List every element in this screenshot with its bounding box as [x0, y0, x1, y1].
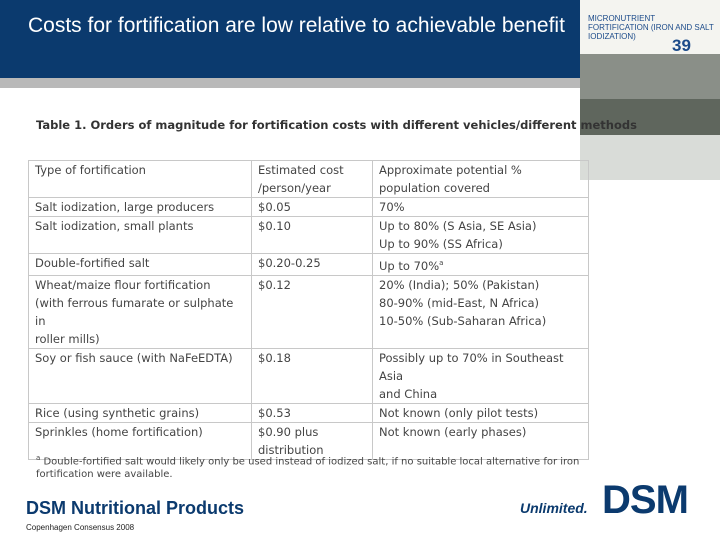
- event-name: Copenhagen Consensus 2008: [26, 523, 135, 532]
- cell-line: $0.10: [258, 219, 291, 233]
- cell-line: $0.05: [258, 200, 291, 214]
- table-cell: Not known (early phases): [372, 421, 589, 460]
- table-row: Sprinkles (home fortification) $0.90 plus…: [28, 421, 589, 460]
- cell-line: roller mills): [35, 331, 100, 346]
- cell-line: /person/year: [258, 181, 331, 195]
- table-row: Soy or fish sauce (with NaFeEDTA) $0.18 Po…: [28, 347, 589, 404]
- table-cell: Not known (only pilot tests): [372, 402, 589, 423]
- cell-line: $0.20-0.25: [258, 256, 321, 270]
- table-cell: $0.18: [251, 347, 373, 404]
- table-cell: 20% (India); 50% (Pakistan) 80-90% (mid-E…: [372, 274, 589, 349]
- table-cell: Salt iodization, large producers: [28, 197, 252, 217]
- cell-line: Not known (early phases): [379, 424, 527, 439]
- footnote-ref: a: [439, 259, 444, 267]
- table-row: Type of fortification Estimated cost/pers…: [28, 160, 589, 198]
- logo: DSM: [602, 478, 689, 522]
- cell-line: Rice (using synthetic grains): [35, 405, 200, 420]
- cell-line: and China: [379, 386, 438, 401]
- cell-line: $0.53: [258, 405, 291, 420]
- table-cell: $0.20-0.25: [251, 253, 373, 276]
- footnote-text: Double-fortified salt would likely only …: [36, 456, 580, 481]
- cell-line: distribution: [258, 442, 324, 457]
- cell-line: Possibly up to 70% in Southeast Asia: [379, 350, 564, 383]
- footnote-marker: a: [36, 454, 41, 462]
- table-cell: Approximate potential % population covere…: [372, 160, 589, 198]
- cell-line: Up to 90% (SS Africa): [379, 237, 503, 251]
- table-row: Salt iodization, small plants $0.10 Up to …: [28, 216, 589, 254]
- cell-line: Soy or fish sauce (with NaFeEDTA): [35, 350, 233, 365]
- slogan: Unlimited.: [520, 500, 588, 516]
- cell-line: 20% (India); 50% (Pakistan): [379, 277, 540, 292]
- cell-line: $0.90 plus: [258, 424, 319, 439]
- table-cell: Up to 70%a: [372, 253, 589, 276]
- table-cell: Rice (using synthetic grains): [28, 402, 252, 423]
- table-caption: Table 1. Orders of magnitude for fortifi…: [36, 118, 637, 132]
- slide-title: Costs for fortification are low relative…: [28, 14, 565, 37]
- cell-line: $0.18: [258, 350, 291, 365]
- table-cell: Up to 80% (S Asia, SE Asia) Up to 90% (SS…: [372, 216, 589, 254]
- table-row: Rice (using synthetic grains) $0.53 Not kn…: [28, 402, 589, 423]
- cell-line: Approximate potential %: [379, 163, 522, 177]
- table-cell: $0.53: [251, 402, 373, 423]
- cover-title: MICRONUTRIENT FORTIFICATION (IRON AND SA…: [588, 14, 714, 41]
- cell-line: Estimated cost: [258, 163, 344, 177]
- table-cell: Salt iodization, small plants: [28, 216, 252, 254]
- table-cell: Possibly up to 70% in Southeast Asia and …: [372, 347, 589, 404]
- table-cell: $0.10: [251, 216, 373, 254]
- cell-line: Up to 80% (S Asia, SE Asia): [379, 219, 537, 233]
- cell-line: Double-fortified salt: [35, 256, 150, 270]
- cell-line: Not known (only pilot tests): [379, 405, 539, 420]
- cell-line: Salt iodization, small plants: [35, 219, 194, 233]
- table-cell: $0.12: [251, 274, 373, 349]
- table-cell: 70%: [372, 197, 589, 217]
- cost-table: Type of fortification Estimated cost/pers…: [28, 160, 589, 460]
- company-name: DSM Nutritional Products: [26, 498, 245, 518]
- table-cell: Sprinkles (home fortification): [28, 421, 252, 460]
- cell-line: population covered: [379, 181, 490, 195]
- cover-image: [580, 0, 720, 180]
- header-bar: [0, 0, 580, 78]
- cell-line: Up to 70%a: [379, 258, 444, 273]
- cell-line: 80-90% (mid-East, N Africa): [379, 295, 540, 310]
- footnote: a Double-fortified salt would likely onl…: [36, 452, 596, 481]
- cell-line: Wheat/maize flour fortification: [35, 277, 211, 292]
- cell-line: Sprinkles (home fortification): [35, 424, 203, 439]
- slide-number: 39: [672, 36, 691, 55]
- table-row: Salt iodization, large producers $0.05 70%: [28, 197, 589, 217]
- cell-line: (with ferrous fumarate or sulphate in: [35, 295, 234, 328]
- table-cell: $0.05: [251, 197, 373, 217]
- table-row: Wheat/maize flour fortification (with fer…: [28, 274, 589, 349]
- table-cell: Type of fortification: [28, 160, 252, 198]
- cell-line: 70%: [379, 200, 405, 214]
- header-stripe: [0, 78, 580, 88]
- cell-line: $0.12: [258, 277, 291, 292]
- table-cell: Soy or fish sauce (with NaFeEDTA): [28, 347, 252, 404]
- cell-line: 10-50% (Sub-Saharan Africa): [379, 313, 547, 328]
- table-cell: Wheat/maize flour fortification (with fer…: [28, 274, 252, 349]
- table-row: Double-fortified salt $0.20-0.25 Up to 70%…: [28, 253, 589, 276]
- table-cell: Double-fortified salt: [28, 253, 252, 276]
- cell-line: Type of fortification: [35, 163, 146, 177]
- table-cell: Estimated cost/person/year: [251, 160, 373, 198]
- cell-line: Salt iodization, large producers: [35, 200, 215, 214]
